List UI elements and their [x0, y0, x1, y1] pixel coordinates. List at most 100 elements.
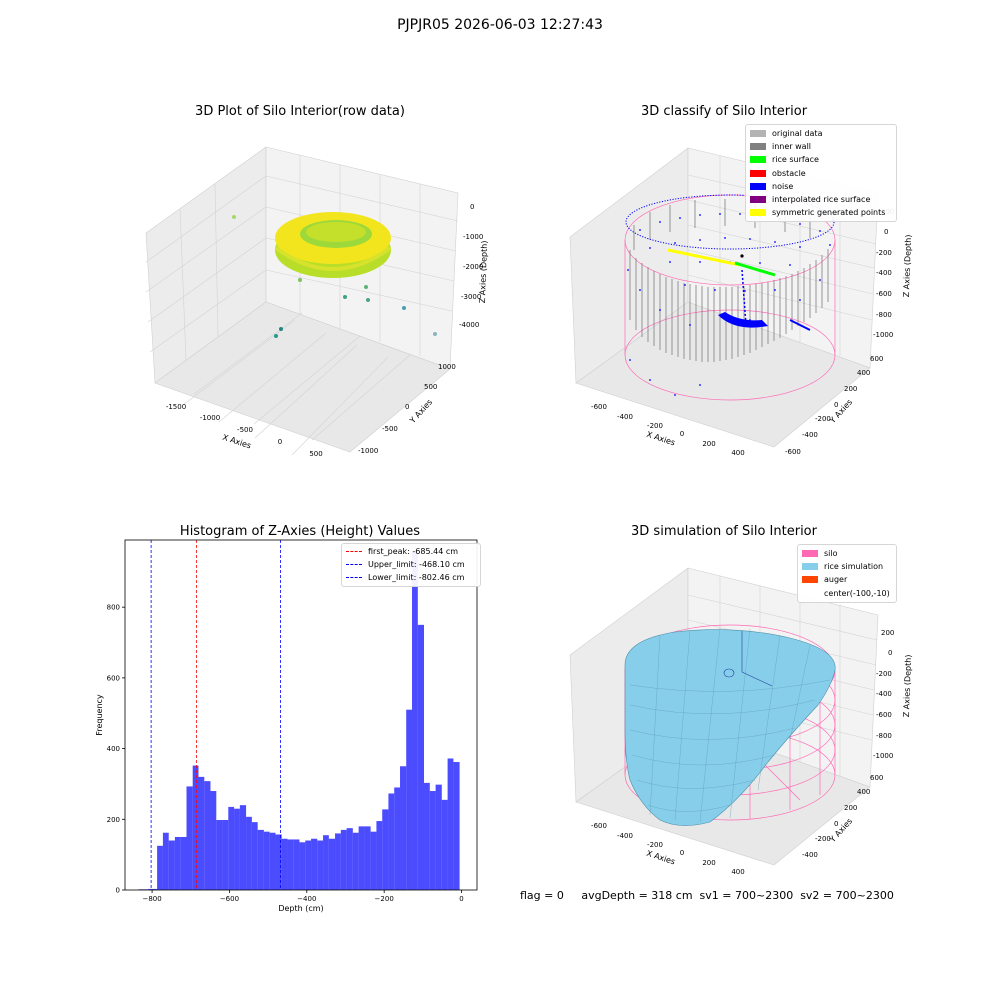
legend-label: first_peak: -685.44 cm — [368, 547, 459, 557]
histogram-bar — [228, 806, 235, 890]
histogram-bar — [168, 840, 175, 890]
legend-label: rice simulation — [824, 562, 884, 572]
classify-ytick: -200 — [815, 415, 831, 423]
histogram-bars — [138, 552, 460, 890]
histogram-bar — [263, 831, 270, 890]
legend-item: first_peak: -685.44 cm — [346, 545, 476, 558]
raw-ytick: -1000 — [358, 447, 378, 455]
histogram-bar — [281, 838, 288, 890]
legend-item: auger — [802, 573, 892, 586]
histogram-ytick-label: 800 — [107, 604, 120, 612]
classify-floor-pane — [575, 301, 871, 448]
legend-item: symmetric generated points — [750, 206, 892, 219]
histogram-bar — [192, 765, 199, 890]
histogram-bar — [239, 805, 247, 890]
legend-label: rice surface — [772, 155, 819, 165]
raw-xtick: 0 — [278, 438, 282, 446]
raw-ztick: -2000 — [463, 263, 483, 271]
histogram-bar — [441, 799, 448, 890]
classify-ytick: -400 — [802, 431, 818, 439]
raw-ztick: -1000 — [463, 233, 483, 241]
histogram-bar — [382, 809, 389, 890]
histogram-bar — [293, 839, 300, 890]
histogram-bar — [388, 793, 395, 890]
histogram-xticks: −800 −600 −400 −200 0 — [142, 890, 464, 903]
legend-swatch — [750, 143, 766, 151]
legend-label: center(-100,-10) — [824, 588, 890, 598]
histogram-bar — [186, 786, 193, 890]
legend-label: Lower_limit: -802.46 cm — [368, 573, 465, 583]
legend-item: rice surface — [750, 153, 892, 166]
classify-center-point — [740, 254, 744, 258]
histogram-ytick-label: 600 — [107, 674, 120, 682]
simulation-plot-title: 3D simulation of Silo Interior — [631, 524, 817, 539]
histogram-bar — [257, 829, 264, 890]
histogram-bar — [180, 836, 187, 890]
simulation-legend: silo rice simulation auger center(-100,-… — [797, 544, 897, 603]
figure-title: PJPJR05 2026-06-03 12:27:43 — [397, 17, 603, 33]
simulation-ytick: -200 — [815, 835, 831, 843]
simulation-ztick: 0 — [888, 649, 892, 657]
classify-ytick: -600 — [785, 448, 801, 456]
histogram-bar — [328, 838, 336, 890]
histogram-bar — [311, 838, 318, 890]
simulation-xtick: -200 — [647, 841, 663, 849]
classify-rice-band — [734, 261, 776, 277]
classify-ztick: -800 — [876, 311, 892, 319]
histogram-bar — [364, 826, 371, 890]
raw-noise-points — [232, 215, 437, 338]
classify-symmetric-band — [667, 248, 741, 267]
classify-ztick: -1000 — [873, 331, 893, 339]
simulation-xlabel: X Axies — [645, 849, 676, 867]
histogram-bar — [424, 782, 430, 890]
histogram-bar — [417, 624, 425, 890]
simulation-ytick: 200 — [844, 804, 857, 812]
raw-ytick: -500 — [382, 425, 398, 433]
classify-xtick: 200 — [702, 440, 715, 448]
raw-grid — [145, 155, 459, 456]
histogram-bar — [210, 791, 217, 890]
histogram-yticks: 0 200 400 600 800 — [107, 604, 125, 895]
histogram-bar — [251, 822, 258, 890]
simulation-auger — [723, 631, 773, 687]
histogram-bar — [394, 787, 401, 890]
histogram-bar — [287, 839, 294, 890]
histogram-bar — [376, 821, 383, 890]
raw-3d-plot: -1500 -1000 -500 0 500 1000 500 0 -500 -… — [145, 146, 489, 458]
legend-label: Upper_limit: -468.10 cm — [368, 560, 465, 570]
simulation-xtick: 0 — [680, 849, 684, 857]
histogram-bar — [429, 791, 436, 890]
histogram-bar — [275, 834, 282, 890]
histogram-xtick-label: −600 — [220, 895, 239, 903]
classify-ztick: 0 — [884, 228, 888, 236]
histogram-bar — [148, 888, 158, 890]
classify-noise-streak — [789, 319, 811, 331]
legend-label: inner wall — [772, 142, 812, 152]
classify-ytick: 0 — [834, 401, 838, 409]
histogram-bar — [447, 758, 454, 890]
histogram-ytick-label: 0 — [116, 887, 120, 895]
histogram-plot: −800 −600 −400 −200 0 0 200 400 600 800 Depth (c… — [95, 539, 478, 913]
raw-ytick: 1000 — [438, 363, 456, 371]
classify-ztick: -600 — [876, 290, 892, 298]
legend-label: symmetric generated points — [772, 208, 886, 218]
legend-label: interpolated rice surface — [772, 195, 871, 205]
histogram-bar — [346, 828, 353, 890]
classify-ztick: -200 — [876, 249, 892, 257]
legend-item: silo — [802, 547, 892, 560]
histogram-bar — [174, 836, 181, 890]
raw-xtick: -1500 — [166, 403, 186, 411]
classify-ytick: 600 — [870, 355, 883, 363]
raw-xtick: -1000 — [200, 414, 220, 422]
simulation-ytick: 0 — [834, 820, 838, 828]
classify-xtick: -600 — [591, 403, 607, 411]
simulation-rice-surface — [624, 629, 836, 826]
legend-label: original data — [772, 129, 823, 139]
simulation-ytick: 600 — [870, 774, 883, 782]
legend-swatch — [802, 590, 818, 597]
classify-zlabel: Z Axies (Depth) — [902, 234, 913, 297]
classify-xtick: 400 — [731, 449, 744, 457]
raw-ztick: -3000 — [461, 293, 481, 301]
histogram-legend: first_peak: -685.44 cm Upper_limit: -468… — [341, 543, 481, 587]
classify-xtick: -200 — [647, 422, 663, 430]
